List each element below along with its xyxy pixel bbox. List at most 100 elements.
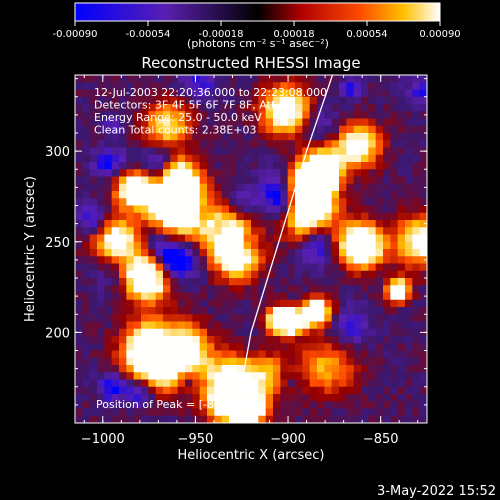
heatmap-cell xyxy=(287,357,296,366)
heatmap-cell xyxy=(295,292,303,301)
heatmap-cell xyxy=(97,336,105,344)
heatmap-cell xyxy=(273,350,281,359)
heatmap-cell xyxy=(192,401,201,409)
heatmap-cell xyxy=(243,125,252,134)
heatmap-cell xyxy=(133,256,142,264)
heatmap-cell xyxy=(361,379,369,388)
heatmap-cell xyxy=(390,227,399,235)
heatmap-cell xyxy=(207,118,215,127)
heatmap-cell xyxy=(295,379,303,388)
heatmap-cell xyxy=(163,408,171,417)
heatmap-cell xyxy=(75,401,83,409)
heatmap-cell xyxy=(89,336,98,344)
heatmap-cell xyxy=(133,401,142,409)
heatmap-cell xyxy=(353,249,362,257)
heatmap-cell xyxy=(236,321,245,330)
heatmap-cell xyxy=(236,249,245,257)
heatmap-cell xyxy=(405,118,413,127)
heatmap-cell xyxy=(265,89,274,98)
heatmap-cell xyxy=(258,140,267,148)
heatmap-cell xyxy=(192,365,201,373)
heatmap-cell xyxy=(177,111,186,119)
heatmap-cell xyxy=(89,379,98,388)
heatmap-cell xyxy=(163,249,171,257)
heatmap-cell xyxy=(214,249,223,257)
heatmap-cell xyxy=(185,118,193,127)
heatmap-cell xyxy=(251,270,259,279)
heatmap-cell xyxy=(287,96,296,105)
heatmap-cell xyxy=(185,379,193,388)
heatmap-cell xyxy=(383,205,391,214)
heatmap-cell xyxy=(75,278,83,286)
colorbar-tick-label: 0.00090 xyxy=(419,29,460,40)
heatmap-cell xyxy=(265,379,274,388)
x-tick-label: −900 xyxy=(270,432,306,447)
heatmap-cell xyxy=(236,169,245,177)
heatmap-cell xyxy=(221,183,230,192)
heatmap-cell xyxy=(309,386,318,395)
heatmap-cell xyxy=(141,133,149,141)
heatmap-cell xyxy=(126,408,135,417)
heatmap-cell xyxy=(126,394,135,402)
heatmap-cell xyxy=(199,212,208,221)
heatmap-cell xyxy=(324,241,333,250)
heatmap-cell xyxy=(295,401,303,409)
heatmap-cell xyxy=(383,292,391,301)
heatmap-cell xyxy=(104,372,113,380)
heatmap-cell xyxy=(353,278,362,286)
heatmap-cell xyxy=(324,386,333,395)
heatmap-cell xyxy=(148,234,157,243)
heatmap-cell xyxy=(89,321,98,330)
heatmap-cell xyxy=(302,278,311,286)
heatmap-cell xyxy=(295,104,303,112)
heatmap-cell xyxy=(361,299,369,308)
heatmap-cell xyxy=(75,350,83,359)
heatmap-cell xyxy=(339,314,347,322)
heatmap-cell xyxy=(361,249,369,257)
heatmap-cell xyxy=(280,198,289,206)
heatmap-cell xyxy=(251,118,259,127)
heatmap-cell xyxy=(375,328,384,337)
heatmap-cell xyxy=(214,220,223,228)
heatmap-cell xyxy=(89,118,98,127)
heatmap-cell xyxy=(397,307,406,315)
heatmap-cell xyxy=(295,125,303,134)
heatmap-cell xyxy=(141,104,149,112)
heatmap-cell xyxy=(383,263,391,272)
heatmap-cell xyxy=(126,241,135,250)
heatmap-cell xyxy=(309,336,318,344)
heatmap-cell xyxy=(368,292,377,301)
annotation-block: 12-Jul-2003 22:20:36.000 to 22:23:08.000… xyxy=(94,86,327,137)
colorbar-unit-label: (photons cm⁻² s⁻¹ asec⁻²) xyxy=(187,37,329,50)
heatmap-cell xyxy=(185,162,193,170)
heatmap-cell xyxy=(207,386,215,395)
heatmap-cell xyxy=(97,292,105,301)
heatmap-cell xyxy=(295,162,303,170)
heatmap-cell xyxy=(155,89,164,98)
heatmap-cell xyxy=(119,198,127,206)
heatmap-cell xyxy=(119,314,127,322)
heatmap-cell xyxy=(185,104,193,112)
heatmap-cell xyxy=(229,154,237,163)
heatmap-cell xyxy=(331,125,340,134)
heatmap-cell xyxy=(295,118,303,127)
heatmap-cell xyxy=(214,227,223,235)
heatmap-cell xyxy=(302,220,311,228)
heatmap-cell xyxy=(243,234,252,243)
heatmap-cell xyxy=(258,227,267,235)
heatmap-cell xyxy=(287,328,296,337)
heatmap-cell xyxy=(75,415,83,423)
heatmap-cell xyxy=(317,227,325,235)
heatmap-cell xyxy=(361,183,369,192)
heatmap-cell xyxy=(236,104,245,112)
heatmap-cell xyxy=(390,365,399,373)
heatmap-cell xyxy=(221,176,230,185)
heatmap-cell xyxy=(214,82,223,90)
heatmap-cell xyxy=(126,82,135,90)
heatmap-cell xyxy=(383,154,391,163)
heatmap-cell xyxy=(361,343,369,351)
heatmap-cell xyxy=(75,162,83,170)
heatmap-cell xyxy=(119,372,127,380)
heatmap-cell xyxy=(273,111,281,119)
heatmap-cell xyxy=(163,270,171,279)
